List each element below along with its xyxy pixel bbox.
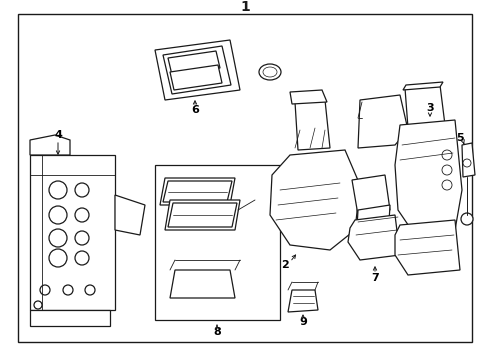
Polygon shape (462, 143, 475, 177)
Bar (155, 165, 280, 320)
Polygon shape (403, 82, 443, 90)
Polygon shape (288, 290, 318, 312)
Polygon shape (170, 65, 222, 90)
Ellipse shape (263, 67, 277, 77)
Polygon shape (165, 200, 240, 230)
Circle shape (442, 180, 452, 190)
Text: 8: 8 (213, 327, 221, 337)
Circle shape (463, 159, 471, 167)
Polygon shape (270, 150, 360, 250)
Text: 2: 2 (281, 260, 289, 270)
Polygon shape (356, 205, 390, 245)
Text: 5: 5 (456, 133, 464, 143)
Circle shape (85, 285, 95, 295)
Polygon shape (160, 178, 235, 205)
Polygon shape (290, 90, 327, 104)
Polygon shape (358, 95, 408, 148)
Circle shape (442, 150, 452, 160)
Circle shape (40, 285, 50, 295)
Text: 9: 9 (299, 317, 307, 327)
Bar (30, 155, 115, 310)
Circle shape (49, 229, 67, 247)
Text: 6: 6 (191, 105, 199, 115)
Polygon shape (168, 51, 220, 75)
Polygon shape (163, 46, 231, 94)
Polygon shape (395, 220, 460, 275)
Circle shape (75, 251, 89, 265)
Polygon shape (348, 215, 400, 260)
Circle shape (34, 301, 42, 309)
Circle shape (461, 213, 473, 225)
Bar (30, 310, 110, 326)
Polygon shape (155, 40, 240, 100)
Circle shape (75, 231, 89, 245)
Circle shape (442, 165, 452, 175)
Circle shape (49, 181, 67, 199)
Circle shape (63, 285, 73, 295)
Text: 3: 3 (426, 103, 434, 113)
Ellipse shape (259, 64, 281, 80)
Circle shape (75, 208, 89, 222)
Text: 1: 1 (240, 0, 250, 14)
Polygon shape (405, 85, 445, 128)
Text: 7: 7 (371, 273, 379, 283)
Text: 4: 4 (54, 130, 62, 140)
Polygon shape (163, 181, 232, 202)
Polygon shape (170, 270, 235, 298)
Polygon shape (30, 135, 70, 155)
Circle shape (49, 249, 67, 267)
Polygon shape (295, 100, 330, 150)
Polygon shape (168, 203, 237, 227)
Circle shape (49, 206, 67, 224)
Polygon shape (352, 175, 390, 215)
Polygon shape (395, 120, 462, 235)
Polygon shape (115, 195, 145, 235)
Circle shape (75, 183, 89, 197)
